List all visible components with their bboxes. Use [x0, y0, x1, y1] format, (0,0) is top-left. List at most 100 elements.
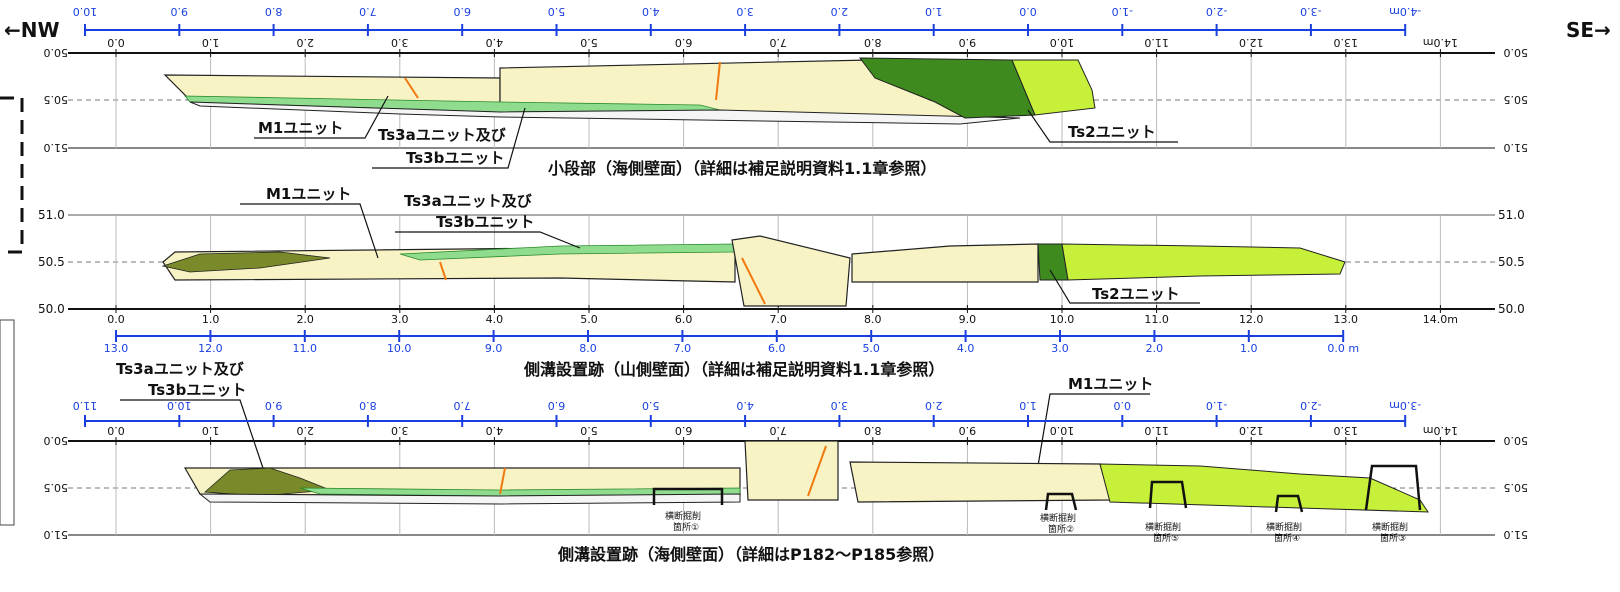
distance-scale-label: 14.0m [1423, 313, 1458, 326]
distance-scale-label: 13.0 [1334, 36, 1359, 49]
distance-scale-label: 1.0 [202, 36, 220, 49]
ditch-cut-block [731, 235, 851, 307]
blue-scale-label: 1.0 [925, 5, 943, 18]
blue-scale-label: 10.0 [387, 342, 412, 355]
blue-scale-label: 0.0 m [1327, 342, 1359, 355]
ditch-cut-block [744, 440, 839, 501]
panel-caption-ditch-sea-wall: 側溝設置跡（海側壁面）（詳細はP182～P185参照） [557, 545, 944, 564]
elevation-left-mid: 50.5 [44, 93, 69, 106]
direction-southeast: SE→ [1566, 18, 1611, 42]
blue-scale-label: 1.0 [1019, 399, 1037, 412]
distance-scale-label: 14.0m [1423, 36, 1458, 49]
blue-scale-label: 7.0 [453, 399, 471, 412]
label-m1-unit: M1ユニット [1068, 375, 1153, 393]
blue-scale-label: 9.0 [485, 342, 503, 355]
distance-scale-label: 14.0m [1423, 424, 1458, 437]
leader-ts3-unit [372, 107, 526, 169]
blue-scale-label: 11.0 [73, 399, 98, 412]
distance-scale-label: 11.0 [1144, 424, 1169, 437]
distance-scale-label: 13.0 [1334, 424, 1359, 437]
label-ts3a-unit: Ts3aユニット及び [116, 360, 244, 378]
distance-scale-label: 6.0 [675, 313, 693, 326]
trench-5-label-line1: 横断掘削 [1145, 521, 1181, 533]
blue-scale-label: 9.0 [265, 399, 283, 412]
distance-scale-label: 1.0 [202, 313, 220, 326]
blue-scale-label: 11.0 [293, 342, 318, 355]
blue-scale-label: 1.0 [1240, 342, 1258, 355]
blue-scale-label: 2.0 [1146, 342, 1164, 355]
trench-1-outline [652, 487, 724, 505]
blue-scale-label: -1.0 [1206, 399, 1227, 412]
panel-caption-small-terrace: 小段部（海側壁面）（詳細は補足説明資料1.1章参照） [548, 159, 936, 178]
blue-scale-label: 5.0 [548, 5, 566, 18]
dashed-callout-bracket [0, 96, 24, 254]
elevation-right-mid: 50.5 [1504, 93, 1529, 106]
label-ts3b-unit: Ts3bユニット [148, 381, 246, 399]
blue-scale-label: 10.0 [73, 5, 98, 18]
panel-small-terrace: 10.0 9.0 8.0 7.0 6.0 5.0 4.0 3.0 2.0 1.0 0.0 -1.0 -2… [44, 5, 1529, 178]
distance-scale-label: 1.0 [202, 424, 220, 437]
distance-scale-label: 13.0 [1334, 313, 1359, 326]
leader-ts3-unit [395, 231, 581, 249]
elevation-left-top: 51.0 [38, 208, 65, 222]
blue-scale-label: 6.0 [453, 5, 471, 18]
blue-scale-label: 9.0 [171, 5, 189, 18]
label-m1-unit: M1ユニット [258, 119, 343, 137]
elevation-left-bottom: 51.0 [44, 528, 69, 541]
blue-scale-label: -1.0 [1112, 5, 1133, 18]
trench-4-label-line1: 横断掘削 [1266, 521, 1302, 533]
blue-scale-label: 2.0 [831, 5, 849, 18]
blue-scale-label: 8.0 [359, 399, 377, 412]
blue-scale-label: 10.0 [167, 399, 192, 412]
blue-scale-label: 7.0 [674, 342, 692, 355]
trench-3-label-line1: 横断掘削 [1372, 521, 1408, 533]
distance-scale-label: 0.0 [107, 313, 125, 326]
gravel-base-layer [198, 493, 741, 505]
distance-scale-label: 11.0 [1144, 36, 1169, 49]
elevation-left-mid: 50.5 [44, 481, 69, 494]
blue-scale-label: 8.0 [265, 5, 283, 18]
blue-scale-label: -3.0m [1389, 399, 1421, 412]
trench-4-outline [1274, 494, 1304, 513]
distance-scale-label: 6.0 [675, 36, 693, 49]
distance-scale-label: 10.0 [1050, 36, 1075, 49]
distance-scale-label: 2.0 [296, 424, 314, 437]
distance-scale-label: 9.0 [959, 424, 977, 437]
distance-scale-label: 12.0 [1239, 424, 1264, 437]
distance-scale-label: 10.0 [1050, 313, 1075, 326]
trench-3-label-line2: 箇所③ [1380, 532, 1406, 544]
blue-scale-label: 6.0 [548, 399, 566, 412]
distance-scale-label: 10.0 [1050, 424, 1075, 437]
blue-scale-label: -2.0 [1206, 5, 1227, 18]
label-ts2-unit: Ts2ユニット [1092, 285, 1180, 303]
leader-ts2-unit [1049, 269, 1200, 304]
distance-scale-label: 8.0 [864, 424, 882, 437]
elevation-left-bottom: 50.0 [38, 302, 65, 316]
distance-scale-label: 3.0 [391, 313, 409, 326]
elevation-right-mid: 50.5 [1498, 255, 1525, 269]
leader-m1-unit [240, 203, 379, 259]
dark-olive-layer [161, 251, 331, 273]
ts2-light-zone [1061, 243, 1346, 281]
fault-line-b [741, 257, 766, 305]
label-ts2-unit: Ts2ユニット [1068, 123, 1156, 141]
label-ts3b-unit: Ts3bユニット [406, 149, 504, 167]
distance-scale-label: 8.0 [864, 313, 882, 326]
distance-scale-label: 12.0 [1239, 313, 1264, 326]
leader-m1-unit [1035, 393, 1150, 479]
blue-scale-label: 6.0 [768, 342, 786, 355]
blue-scale-label: -3.0 [1300, 5, 1321, 18]
blue-scale-label: 4.0 [736, 399, 754, 412]
trench-2-label-line1: 横断掘削 [1040, 512, 1076, 524]
elevation-left-top: 50.0 [44, 46, 69, 59]
legend-box-partial [0, 319, 15, 526]
trench-1-label-line1: 横断掘削 [665, 510, 701, 522]
distance-scale-label: 5.0 [580, 36, 598, 49]
elevation-right-top: 50.0 [1504, 46, 1529, 59]
distance-scale-label: 3.0 [391, 36, 409, 49]
label-ts3a-unit: Ts3aユニット及び [404, 192, 532, 210]
leader-m1-unit [254, 95, 389, 139]
ts2-light-zone [1011, 59, 1096, 116]
distance-scale-label: 2.0 [296, 36, 314, 49]
